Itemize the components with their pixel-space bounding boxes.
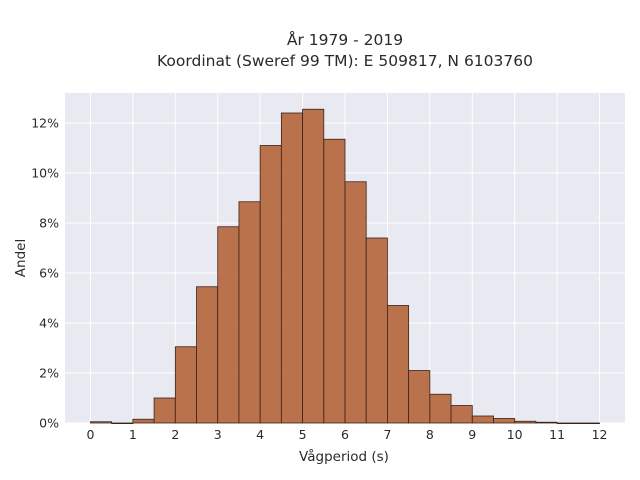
y-tick-label: 2%: [39, 366, 59, 381]
histogram-bar: [132, 418, 155, 424]
y-tick-label: 6%: [39, 266, 59, 281]
histogram-bar: [111, 422, 134, 425]
x-tick-label: 9: [468, 427, 476, 442]
x-tick-label: 8: [426, 427, 434, 442]
histogram-bar: [217, 226, 240, 424]
y-tick-label: 8%: [39, 216, 59, 231]
histogram-bar: [259, 145, 282, 424]
histogram-bar: [493, 418, 516, 424]
histogram-bar: [556, 422, 579, 425]
y-tick-label: 12%: [31, 116, 59, 131]
histogram-bar: [535, 421, 558, 424]
x-tick-label: 11: [549, 427, 565, 442]
histogram-bar: [514, 420, 537, 424]
chart-title: År 1979 - 2019: [287, 30, 403, 49]
x-tick-label: 0: [86, 427, 94, 442]
histogram-bar: [365, 237, 388, 424]
y-tick-label: 10%: [31, 166, 59, 181]
histogram-bar: [429, 393, 452, 424]
histogram-bar: [344, 181, 367, 424]
histogram-bar: [387, 305, 410, 424]
y-tick-label: 4%: [39, 316, 59, 331]
y-axis-label: Andel: [13, 239, 29, 277]
x-tick-label: 7: [383, 427, 391, 442]
x-tick-label: 6: [341, 427, 349, 442]
x-tick-label: 4: [256, 427, 264, 442]
histogram-bar: [323, 138, 346, 424]
x-tick-label: 5: [299, 427, 307, 442]
x-tick-label: 12: [592, 427, 608, 442]
x-tick-label: 2: [171, 427, 179, 442]
histogram-bar: [280, 112, 303, 424]
histogram-bar: [196, 286, 219, 424]
histogram-bar: [302, 108, 325, 424]
x-tick-label: 3: [214, 427, 222, 442]
y-axis-ticks: 0% 2% 4% 6% 8% 10% 12%: [31, 116, 59, 431]
histogram-bar: [450, 405, 473, 424]
y-tick-label: 0%: [39, 416, 59, 431]
histogram-bar: [174, 346, 197, 424]
histogram-bar: [408, 370, 431, 424]
x-axis-label: Vågperiod (s): [299, 448, 389, 465]
x-tick-label: 10: [507, 427, 523, 442]
histogram-bar: [471, 415, 494, 424]
histogram-bar: [238, 201, 261, 424]
histogram-bar: [90, 421, 113, 424]
histogram-bar: [577, 422, 600, 425]
x-axis-ticks: 0 1 2 3 4 5 6 7 8 9 10 11 12: [86, 427, 607, 442]
bars: [90, 108, 600, 425]
chart-subtitle: Koordinat (Sweref 99 TM): E 509817, N 61…: [157, 52, 533, 70]
histogram-bar: [153, 397, 176, 424]
x-tick-label: 1: [129, 427, 137, 442]
